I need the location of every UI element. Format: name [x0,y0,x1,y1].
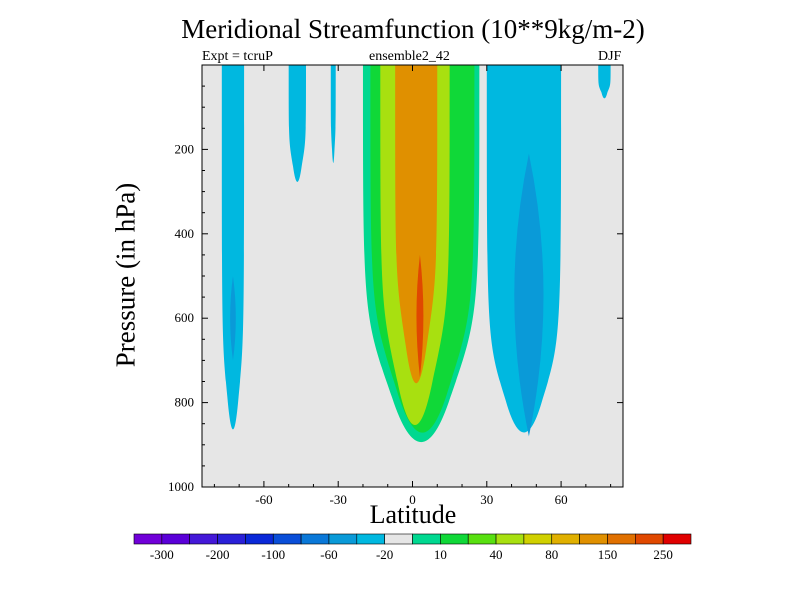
y-tick-label: 800 [175,395,195,410]
contour-nh-ferrel-core [514,153,544,437]
colorbar-swatch [217,533,246,545]
colorbar-label: -60 [320,547,337,562]
x-tick-label: -30 [330,492,347,507]
colorbar-swatch [662,533,692,545]
x-axis-label: Latitude [369,500,457,529]
colorbar-swatch [495,533,525,545]
colorbar-label: 40 [490,547,503,562]
colorbar-swatch [356,533,385,545]
y-tick-label: 600 [175,310,195,325]
ensemble-label: ensemble2_42 [369,49,450,64]
colorbar-label: 150 [598,547,618,562]
x-tick-label: 0 [409,492,416,507]
colorbar-swatch [551,533,580,545]
experiment-label: Expt = tcruP [202,49,273,64]
colorbar-swatch [161,533,191,545]
x-tick-label: -60 [255,492,272,507]
colorbar-label: -300 [150,547,174,562]
contour-sh-ferrel-cell [221,65,245,430]
colorbar-label: -200 [206,547,230,562]
colorbar-swatch [300,533,330,545]
season-label: DJF [598,49,622,64]
y-tick-label: 400 [175,226,195,241]
contour-nh-polar-cell [598,65,611,99]
colorbar-swatch [328,533,358,545]
colorbar-swatch [189,533,218,545]
colorbar-swatch [634,533,664,545]
x-tick-label: 30 [480,492,493,507]
colorbar-swatch [384,533,413,545]
colorbar-label: 80 [545,547,558,562]
contour-sh-upper-cell [288,65,307,182]
colorbar-label: -100 [261,547,285,562]
colorbar-swatch [579,533,608,545]
colorbar-swatch [467,533,497,545]
y-tick-label: 1000 [168,479,194,494]
contour-sh-weak-cell [330,65,336,163]
colorbar-label: -20 [376,547,393,562]
colorbar-swatch [412,533,441,545]
colorbar-swatch [607,533,636,545]
colorbar-swatch [440,533,469,545]
colorbar-swatch [133,533,163,545]
contour-sh-ferrel-core [230,276,236,361]
contour-hadley-cell-250 [416,254,424,378]
colorbar-swatch [272,533,302,545]
chart-title: Meridional Streamfunction (10**9kg/m-2) [181,14,645,44]
colorbar-label: 250 [653,547,673,562]
colorbar-swatch [523,533,553,545]
colorbar-swatch [245,533,274,545]
y-tick-label: 200 [175,141,195,156]
colorbar-label: 10 [434,547,447,562]
x-tick-label: 60 [555,492,568,507]
contour-hadley-cell-150 [395,65,438,384]
